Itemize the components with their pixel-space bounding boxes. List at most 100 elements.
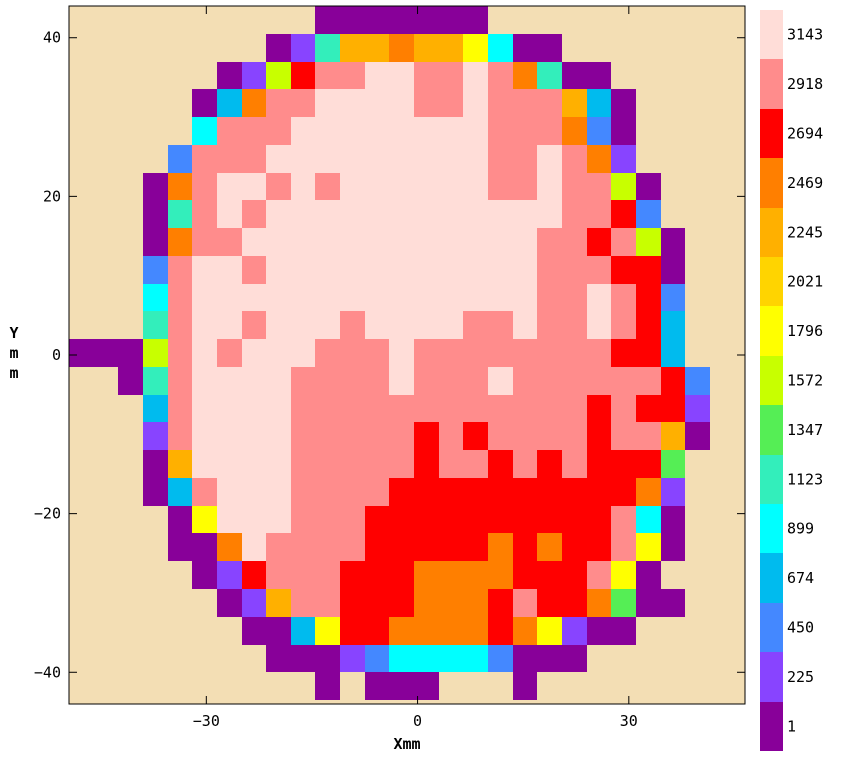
heatmap-cell [217,284,242,311]
heatmap-cell [611,617,636,645]
heatmap-cell [562,645,587,672]
heatmap-cell [242,506,266,533]
heatmap-cell [439,34,463,62]
heatmap-cell [192,422,217,450]
heatmap-cell [389,284,414,311]
heatmap-cell [488,34,513,62]
heatmap-cell [217,395,242,422]
heatmap-cell [315,561,340,589]
colorbar-swatch [760,652,783,702]
heatmap-cell [661,478,685,506]
heatmap-cell [266,89,291,117]
heatmap-cell [315,256,340,284]
heatmap-cell [463,228,488,256]
heatmap-cell [414,62,439,89]
colorbar-swatch [760,10,783,59]
heatmap-cell [661,284,685,311]
heatmap-cell [661,228,685,256]
heatmap-cell [217,311,242,339]
heatmap-cell [242,62,266,89]
heatmap-cell [365,672,389,700]
heatmap-cell [389,395,414,422]
heatmap-cell [463,200,488,228]
heatmap-cell [365,89,389,117]
heatmap-cell [192,117,217,145]
heatmap-cell [242,422,266,450]
heatmap-cell [537,311,562,339]
heatmap-cell [537,339,562,367]
heatmap-cell [315,367,340,395]
heatmap-cell [118,339,143,367]
heatmap-cell [217,450,242,478]
heatmap-cell [217,422,242,450]
heatmap-cell [537,561,562,589]
heatmap-cell [587,256,611,284]
colorbar-swatch [760,356,783,405]
heatmap-cell [414,200,439,228]
heatmap-cell [242,533,266,561]
heatmap-cell [217,339,242,367]
heatmap-cell [192,395,217,422]
heatmap-cell [315,228,340,256]
heatmap-cell [587,145,611,173]
heatmap-cell [439,422,463,450]
heatmap-cell [365,284,389,311]
heatmap-cell [365,117,389,145]
heatmap-cell [266,34,291,62]
heatmap-cell [513,89,537,117]
x-tick-label: 0 [413,712,422,730]
heatmap-cell [389,422,414,450]
heatmap-cell [463,645,488,672]
heatmap-cell [291,284,315,311]
heatmap-cell [513,311,537,339]
heatmap-cell [291,62,315,89]
heatmap-cell [340,422,365,450]
heatmap-cell [463,256,488,284]
heatmap-cell [513,395,537,422]
heatmap-cell [340,395,365,422]
heatmap-cell [636,173,661,200]
heatmap-cell [439,200,463,228]
heatmap-cell [291,450,315,478]
heatmap-cell [192,173,217,200]
heatmap-cell [513,145,537,173]
heatmap-cell [661,339,685,367]
heatmap-cell [315,117,340,145]
heatmap-cell [463,533,488,561]
heatmap-cell [291,200,315,228]
heatmap-cell [587,200,611,228]
heatmap-cell [488,145,513,173]
heatmap-cell [340,339,365,367]
heatmap-cell [242,256,266,284]
heatmap-cell [168,173,192,200]
heatmap-cell [266,589,291,617]
heatmap-cell [340,367,365,395]
heatmap-cell [562,200,587,228]
heatmap-cell [414,339,439,367]
heatmap-cell [168,450,192,478]
y-tick-label: 40 [43,29,61,47]
heatmap-cell [513,672,537,700]
heatmap-cell [439,561,463,589]
heatmap-cell [340,311,365,339]
heatmap-cell [611,533,636,561]
heatmap-cell [365,62,389,89]
heatmap-cell [439,339,463,367]
heatmap-cell [587,62,611,89]
heatmap-cell [537,62,562,89]
colorbar-swatch [760,59,783,109]
heatmap-cell [389,672,414,700]
heatmap-cell [242,395,266,422]
heatmap-cell [266,395,291,422]
heatmap-cell [315,589,340,617]
heatmap-cell [414,89,439,117]
heatmap-cell [488,645,513,672]
heatmap-cell [537,645,562,672]
heatmap-cell [611,284,636,311]
heatmap-cell [562,117,587,145]
heatmap-cell [488,284,513,311]
heatmap-cell [562,284,587,311]
heatmap-cell [168,422,192,450]
heatmap-cell [685,422,710,450]
heatmap-cell [291,34,315,62]
